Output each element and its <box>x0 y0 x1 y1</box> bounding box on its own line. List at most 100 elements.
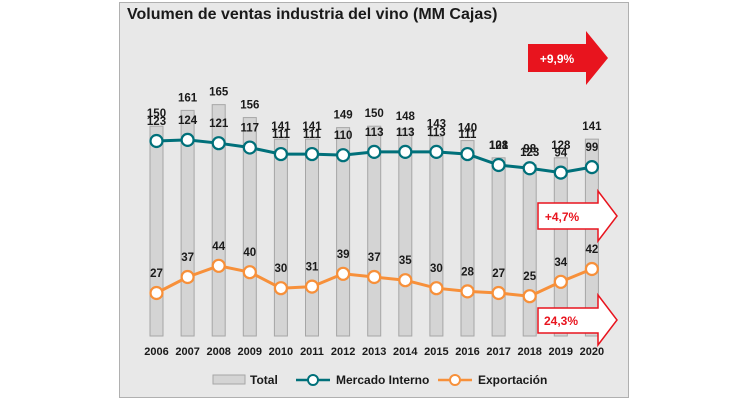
legend-exportacion: Exportación <box>438 373 547 387</box>
label-exportacion-2006: 27 <box>150 268 163 280</box>
label-total-2019: 128 <box>551 140 571 152</box>
label-total-2009: 156 <box>240 100 259 112</box>
marker-mercado-2010 <box>273 146 288 162</box>
marker-exportacion-2017 <box>491 285 506 301</box>
label-total-2014: 148 <box>396 111 416 123</box>
x-tick-2010: 2010 <box>269 346 293 358</box>
label-exportacion-2014: 35 <box>399 255 412 267</box>
label-total-2020: 141 <box>582 121 602 133</box>
label-exportacion-2018: 25 <box>523 271 536 283</box>
bar-total-2018 <box>522 164 537 337</box>
callout-exportacion-label: 24,3% <box>544 314 578 328</box>
legend-exportacion-marker <box>449 374 461 386</box>
label-total-2011: 141 <box>302 121 322 133</box>
marker-mercado-2007 <box>180 132 195 148</box>
legend-total-label: Total <box>250 373 278 387</box>
label-mercado-2010: 111 <box>272 129 291 141</box>
marker-mercado-2009 <box>242 140 257 155</box>
label-exportacion-2007: 37 <box>181 252 194 264</box>
marker-mercado-2011 <box>304 146 320 162</box>
callout-mercado-label: +4,7% <box>545 210 580 224</box>
marker-mercado-2008 <box>211 136 226 151</box>
legend-mercado-marker <box>307 374 319 386</box>
x-tick-2011: 2011 <box>300 346 324 358</box>
x-tick-2014: 2014 <box>393 346 418 358</box>
label-total-2006: 150 <box>147 108 166 120</box>
callout-exportacion-arrow <box>537 292 618 348</box>
label-mercado-2014: 113 <box>396 127 415 139</box>
label-mercado-2011: 111 <box>303 129 322 141</box>
label-exportacion-2009: 40 <box>243 247 256 259</box>
marker-exportacion-2020 <box>584 261 599 277</box>
callout-exportacion: 24,3% <box>537 292 618 348</box>
x-tick-2007: 2007 <box>175 346 199 358</box>
marker-exportacion-2011 <box>304 279 320 294</box>
label-mercado-2019: 94 <box>554 148 567 160</box>
x-tick-2013: 2013 <box>362 346 386 358</box>
bar-total-2011 <box>305 138 319 337</box>
marker-exportacion-2016 <box>460 284 475 299</box>
marker-exportacion-2019 <box>553 274 568 289</box>
label-total-2015: 143 <box>427 118 446 130</box>
marker-mercado-2020 <box>584 160 599 175</box>
marker-mercado-2014 <box>398 144 413 159</box>
marker-exportacion-2008 <box>211 258 226 273</box>
bar-total-2014 <box>398 128 413 337</box>
marker-exportacion-2015 <box>429 281 444 296</box>
label-exportacion-2010: 30 <box>275 263 288 275</box>
legend-total-swatch <box>212 374 246 385</box>
marker-mercado-2012 <box>336 148 351 163</box>
bar-total-2015 <box>429 135 444 337</box>
bar-total-2009 <box>242 117 257 337</box>
label-mercado-2008: 121 <box>209 118 229 130</box>
label-total-2017: 128 <box>489 140 509 152</box>
label-mercado-2006: 123 <box>147 116 166 128</box>
label-exportacion-2020: 42 <box>586 244 599 256</box>
marker-mercado-2015 <box>429 144 444 159</box>
label-mercado-2020: 99 <box>586 142 599 154</box>
label-total-2008: 165 <box>209 87 229 99</box>
legend: Total Mercado Interno Exportación <box>212 373 547 387</box>
x-tick-2009: 2009 <box>238 346 262 358</box>
marker-mercado-2019 <box>553 165 568 180</box>
label-exportacion-2008: 44 <box>212 241 225 253</box>
bar-total-2012 <box>336 127 351 337</box>
label-mercado-2007: 124 <box>178 115 198 127</box>
label-mercado-2012: 110 <box>334 130 353 142</box>
label-mercado-2017: 101 <box>489 140 509 152</box>
callout-mercado: +4,7% <box>537 188 618 244</box>
x-tick-2008: 2008 <box>206 346 230 358</box>
marker-mercado-2017 <box>491 157 506 173</box>
label-exportacion-2019: 34 <box>554 257 567 269</box>
marker-exportacion-2010 <box>273 281 288 296</box>
callout-total-arrow <box>528 31 608 85</box>
legend-mercado: Mercado Interno <box>296 373 429 387</box>
x-tick-2016: 2016 <box>455 346 479 358</box>
chart-frame: Volumen de ventas industria del vino (MM… <box>119 2 629 398</box>
bar-total-2010 <box>273 138 288 337</box>
marker-exportacion-2006 <box>149 285 164 301</box>
marker-exportacion-2009 <box>242 265 257 280</box>
label-mercado-2018: 98 <box>523 143 536 155</box>
label-exportacion-2017: 27 <box>492 268 505 280</box>
label-total-2013: 150 <box>365 108 384 120</box>
x-tick-2015: 2015 <box>424 346 448 358</box>
legend-exportacion-label: Exportación <box>478 373 547 387</box>
bar-total-2006 <box>149 125 164 337</box>
callout-total: +9,9% <box>528 31 608 85</box>
label-exportacion-2012: 39 <box>337 249 350 261</box>
callout-total-label: +9,9% <box>540 52 575 66</box>
x-tick-2020: 2020 <box>580 346 604 358</box>
bar-total-2013 <box>367 125 382 337</box>
x-tick-2018: 2018 <box>517 346 541 358</box>
bar-total-2008 <box>211 104 226 337</box>
marker-mercado-2018 <box>522 161 537 176</box>
marker-exportacion-2012 <box>336 266 351 281</box>
label-total-2018: 123 <box>520 147 539 159</box>
label-exportacion-2016: 28 <box>461 266 474 278</box>
bar-total-2017 <box>491 157 506 337</box>
label-total-2007: 161 <box>178 92 198 104</box>
chart-plot: 150 161 165 156 141 141 149 150 148 143 140 128 123 1… <box>144 31 618 387</box>
callout-mercado-arrow <box>537 188 618 244</box>
bar-total-2016 <box>460 140 475 337</box>
